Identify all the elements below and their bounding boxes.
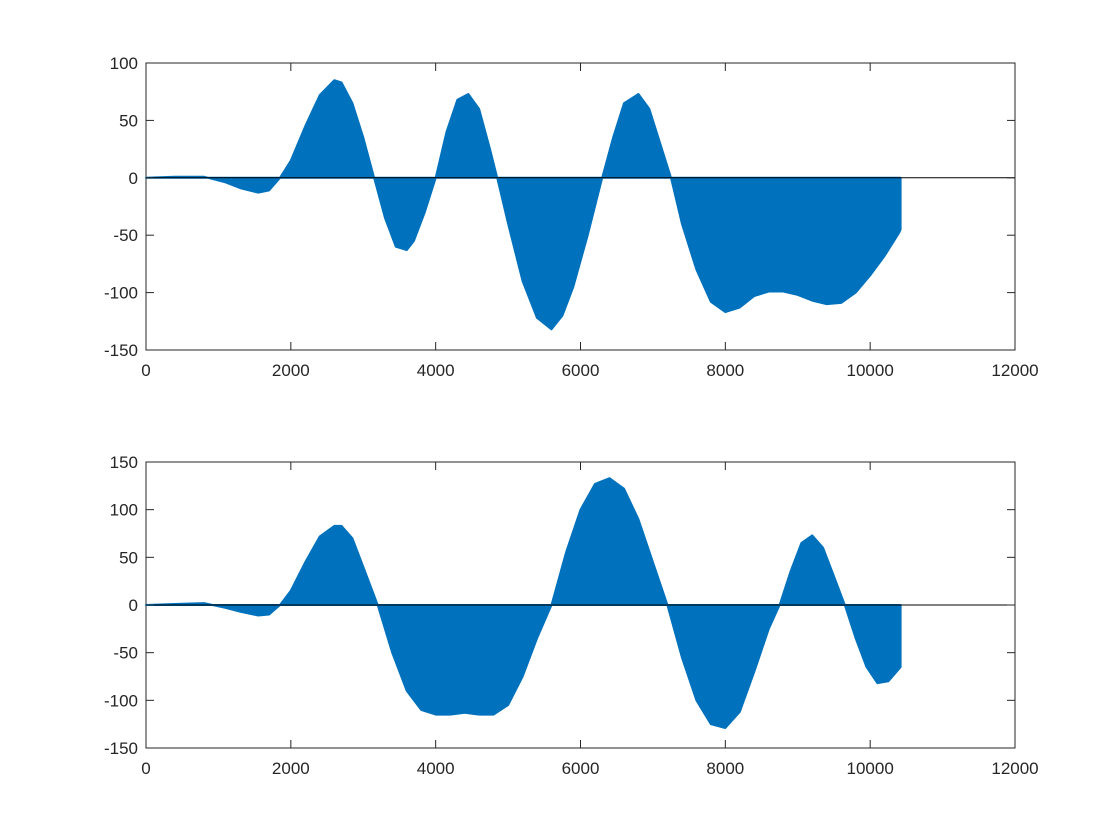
x-tick-label: 8000 xyxy=(706,759,744,778)
y-tick-label: -50 xyxy=(113,644,138,663)
y-tick-label: 50 xyxy=(119,548,138,567)
chart-top: 0 2000 4000 6000 8000 10000 12000 100 50 0 -50 -100… xyxy=(104,54,1039,380)
y-tick-label: -150 xyxy=(104,739,138,758)
x-tick-label: 6000 xyxy=(562,361,600,380)
x-tick-label: 6000 xyxy=(562,759,600,778)
x-tick-label: 8000 xyxy=(706,361,744,380)
y-tick-label: 0 xyxy=(129,169,138,188)
y-tick-label: -150 xyxy=(104,341,138,360)
x-tick-label: 0 xyxy=(141,759,150,778)
y-tick-label: 0 xyxy=(129,596,138,615)
x-tick-label: 12000 xyxy=(991,759,1038,778)
y-tick-label: -100 xyxy=(104,284,138,303)
y-tick-label: 100 xyxy=(110,54,138,73)
x-tick-label: 10000 xyxy=(847,759,894,778)
chart-bottom: 0 2000 4000 6000 8000 10000 12000 150 100 50 0 -50 -… xyxy=(104,453,1039,778)
y-tick-label: 100 xyxy=(110,501,138,520)
x-tick-label: 2000 xyxy=(272,361,310,380)
x-tick-label: 10000 xyxy=(847,361,894,380)
y-tick-label: 150 xyxy=(110,453,138,472)
y-tick-label: 50 xyxy=(119,111,138,130)
y-tick-label: -100 xyxy=(104,691,138,710)
x-tick-label: 4000 xyxy=(417,759,455,778)
x-tick-label: 4000 xyxy=(417,361,455,380)
y-tick-label: -50 xyxy=(113,226,138,245)
series-area-0 xyxy=(145,477,902,729)
series-area-0 xyxy=(145,79,902,331)
x-tick-label: 0 xyxy=(141,361,150,380)
x-tick-label: 2000 xyxy=(272,759,310,778)
x-tick-label: 12000 xyxy=(991,361,1038,380)
